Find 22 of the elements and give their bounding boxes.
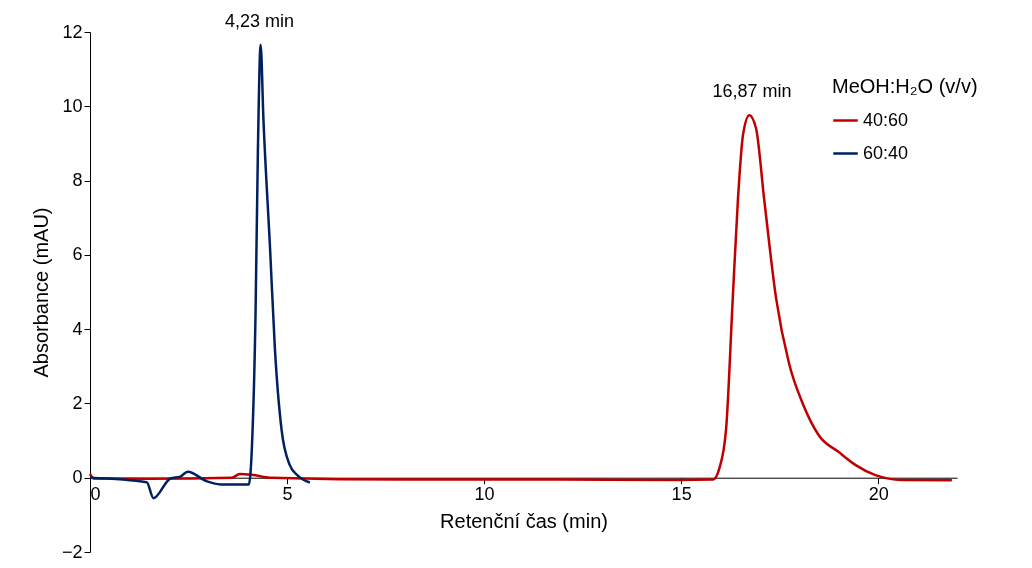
- line-series: [88, 113, 954, 482]
- y-axis-title: Absorbance (mAU): [29, 207, 52, 378]
- x-tick-label: 5: [282, 484, 293, 505]
- legend-title: MeOH:H₂O (v/v): [832, 75, 978, 97]
- annotation: 4,23 min: [224, 10, 294, 31]
- y-tick-label: 2: [72, 392, 83, 413]
- legend-label: 40:60: [863, 109, 909, 130]
- y-tick-label: 4: [72, 318, 83, 339]
- y-tick-label: 10: [62, 95, 83, 116]
- y-tick-label: 0: [72, 467, 83, 488]
- legend-label: 60:40: [863, 142, 909, 163]
- y-tick-label: 6: [72, 244, 83, 265]
- x-tick-label: 0: [90, 484, 101, 505]
- line-series: [88, 43, 312, 500]
- annotation: 16,87 min: [712, 81, 792, 102]
- y-tick-label: −2: [61, 541, 83, 562]
- y-tick-label: 8: [72, 170, 83, 191]
- x-axis-title: Retenční čas (min): [440, 510, 608, 533]
- x-tick-label: 20: [868, 484, 889, 505]
- y-tick-label: 12: [62, 21, 83, 42]
- x-tick-label: 10: [474, 484, 495, 505]
- x-tick-label: 15: [671, 484, 692, 505]
